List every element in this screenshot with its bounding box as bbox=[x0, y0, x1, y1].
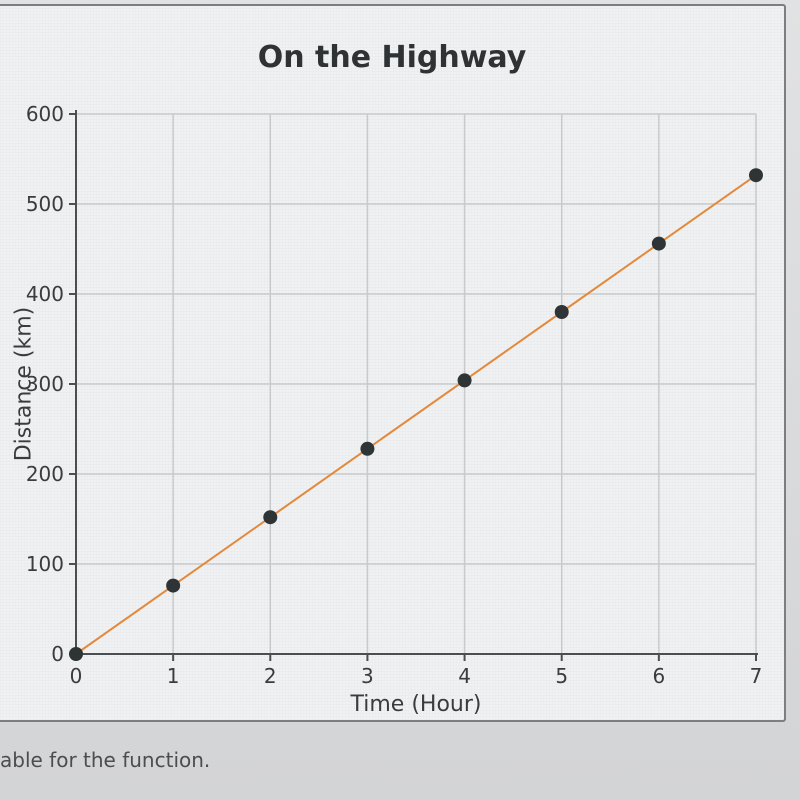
x-tick-label: 6 bbox=[652, 664, 665, 688]
chart-card: On the Highway Time (Hour) Distance (km)… bbox=[0, 4, 786, 722]
x-tick-label: 5 bbox=[555, 664, 568, 688]
x-tick-label: 7 bbox=[750, 664, 763, 688]
chart-svg bbox=[76, 114, 756, 654]
y-tick-label: 200 bbox=[26, 462, 64, 486]
y-tick-label: 500 bbox=[26, 192, 64, 216]
y-tick-label: 0 bbox=[51, 642, 64, 666]
x-axis-label: Time (Hour) bbox=[351, 692, 482, 717]
x-tick-label: 0 bbox=[70, 664, 83, 688]
chart-plot-area bbox=[76, 114, 756, 654]
y-tick-label: 100 bbox=[26, 552, 64, 576]
chart-title: On the Highway bbox=[0, 40, 784, 75]
cropped-footer-text: able for the function. bbox=[0, 748, 210, 772]
x-tick-label: 3 bbox=[361, 664, 374, 688]
x-tick-label: 4 bbox=[458, 664, 471, 688]
x-tick-label: 1 bbox=[167, 664, 180, 688]
y-tick-label: 300 bbox=[26, 372, 64, 396]
x-tick-label: 2 bbox=[264, 664, 277, 688]
y-tick-label: 400 bbox=[26, 282, 64, 306]
y-tick-label: 600 bbox=[26, 102, 64, 126]
